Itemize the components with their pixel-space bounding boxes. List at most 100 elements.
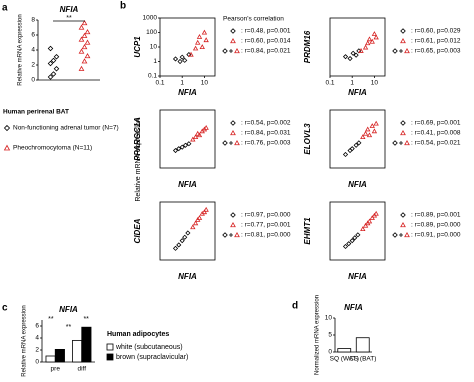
panel-label: d — [292, 301, 298, 312]
y-axis-label: Relative mRNA expression — [22, 305, 28, 376]
diamond-marker — [355, 232, 361, 238]
triangle-marker — [196, 132, 203, 138]
bar — [355, 337, 370, 353]
diamond-marker — [47, 45, 54, 52]
diamond-marker — [176, 146, 182, 152]
diamond-marker — [392, 232, 398, 238]
stat-label: : r=0.84, p=0.021 — [241, 48, 291, 55]
diamond-marker — [353, 142, 359, 148]
stat-label: : r=0.76, p=0.003 — [241, 140, 291, 147]
diamond-marker — [356, 140, 362, 146]
y-tick-label: 6 — [31, 32, 35, 39]
diamond-marker — [230, 120, 236, 126]
triangle-marker — [366, 218, 373, 224]
y-tick-label: 0 — [31, 77, 35, 84]
triangle-marker — [78, 65, 85, 71]
triangle-marker — [373, 34, 379, 40]
plus-sign — [229, 141, 233, 145]
x-axis-label: NFIA — [178, 272, 197, 281]
plus-sign — [399, 49, 403, 53]
y-axis-label: ELOVL3 — [303, 123, 312, 155]
chart-title: NFIA — [60, 5, 79, 14]
y-tick-label: 4 — [35, 335, 39, 342]
panel-label: a — [2, 3, 8, 14]
stat-label: : r=0.60, p=0.029 — [411, 28, 461, 35]
diamond-marker — [176, 242, 182, 248]
plus-sign — [229, 233, 233, 237]
annotation: ** — [66, 15, 72, 22]
triangle-marker — [358, 48, 364, 53]
legend-title: Human adipocytes — [107, 331, 169, 338]
plot-frame — [159, 201, 216, 261]
plot-frame — [329, 201, 386, 261]
plus-sign — [399, 141, 403, 145]
y-axis-label: PPARGC1A — [133, 117, 142, 161]
diamond-marker — [350, 50, 356, 56]
stat-label: : r=0.54, p=0.002 — [241, 120, 291, 127]
triangle-marker — [81, 43, 88, 50]
annotation: ** — [83, 316, 89, 323]
triangle-marker — [201, 29, 208, 35]
triangle-marker — [201, 209, 208, 215]
diamond-marker — [185, 230, 191, 236]
x-tick-label: 1 — [350, 80, 354, 87]
y-tick-label: 2 — [35, 347, 39, 354]
y-tick-label: 2 — [31, 62, 35, 69]
diamond-marker — [47, 60, 54, 67]
plot-frame — [159, 109, 216, 169]
triangle-marker — [230, 221, 236, 228]
x-tick-label: diff — [77, 366, 86, 373]
y-tick-label: 8 — [31, 17, 35, 24]
y-axis-label: Normalized mRNA expression — [315, 295, 321, 375]
x-tick-label: 10 — [371, 80, 379, 87]
legend-swatch — [106, 353, 114, 361]
stat-label: : r=0.54, p=0.021 — [411, 140, 461, 147]
triangle-marker — [195, 39, 201, 45]
plus-sign — [229, 49, 233, 53]
triangle-marker — [195, 130, 201, 136]
x-axis-label: NFIA — [348, 272, 367, 281]
diamond-marker — [230, 28, 236, 34]
x-tick-label: 1 — [180, 80, 184, 87]
diamond-marker — [186, 141, 192, 147]
stat-label: : r=0.48, p=0.001 — [241, 28, 291, 35]
triangle-marker — [365, 126, 371, 132]
triangle-marker — [203, 124, 209, 130]
y-tick-label: 10 — [150, 44, 158, 51]
triangle-marker — [230, 37, 236, 44]
diamond-marker — [50, 57, 57, 64]
triangle-marker — [192, 45, 199, 51]
x-tick-label: pre — [51, 366, 61, 373]
diamond-marker — [53, 53, 60, 60]
diamond-marker — [342, 151, 349, 158]
triangle-marker — [362, 44, 369, 50]
triangle-marker — [190, 224, 196, 230]
x-axis-label: NFIA — [178, 180, 197, 189]
y-axis-label: UCP1 — [133, 36, 142, 58]
y-axis-label: CIDEA — [133, 218, 142, 243]
triangle-marker — [84, 39, 91, 45]
y-axis-label: PRDM16 — [303, 30, 312, 63]
stat-label: : r=0.89, p=0.001 — [411, 212, 461, 219]
y-tick-label: 0 — [328, 349, 332, 356]
diamond-marker — [400, 120, 406, 126]
diamond-marker — [349, 238, 355, 244]
panel-label: c — [2, 303, 8, 314]
x-tick-label: 10 — [201, 80, 209, 87]
stat-label: : r=0.97, p=0.000 — [241, 212, 291, 219]
diamond-marker — [179, 238, 185, 244]
triangle-marker — [360, 226, 366, 232]
diamond-marker — [177, 58, 183, 65]
triangle-marker — [199, 44, 205, 49]
y-tick-label: 10 — [325, 315, 333, 322]
diamond-marker — [342, 243, 349, 250]
stat-label: : r=0.60, p=0.014 — [241, 38, 291, 45]
diamond-marker — [172, 56, 179, 62]
triangle-marker — [404, 231, 410, 238]
triangle-marker — [234, 47, 240, 54]
diamond-marker — [182, 57, 188, 63]
y-tick-label: 6 — [35, 323, 39, 330]
triangle-marker — [371, 31, 378, 36]
triangle-marker — [234, 231, 240, 238]
